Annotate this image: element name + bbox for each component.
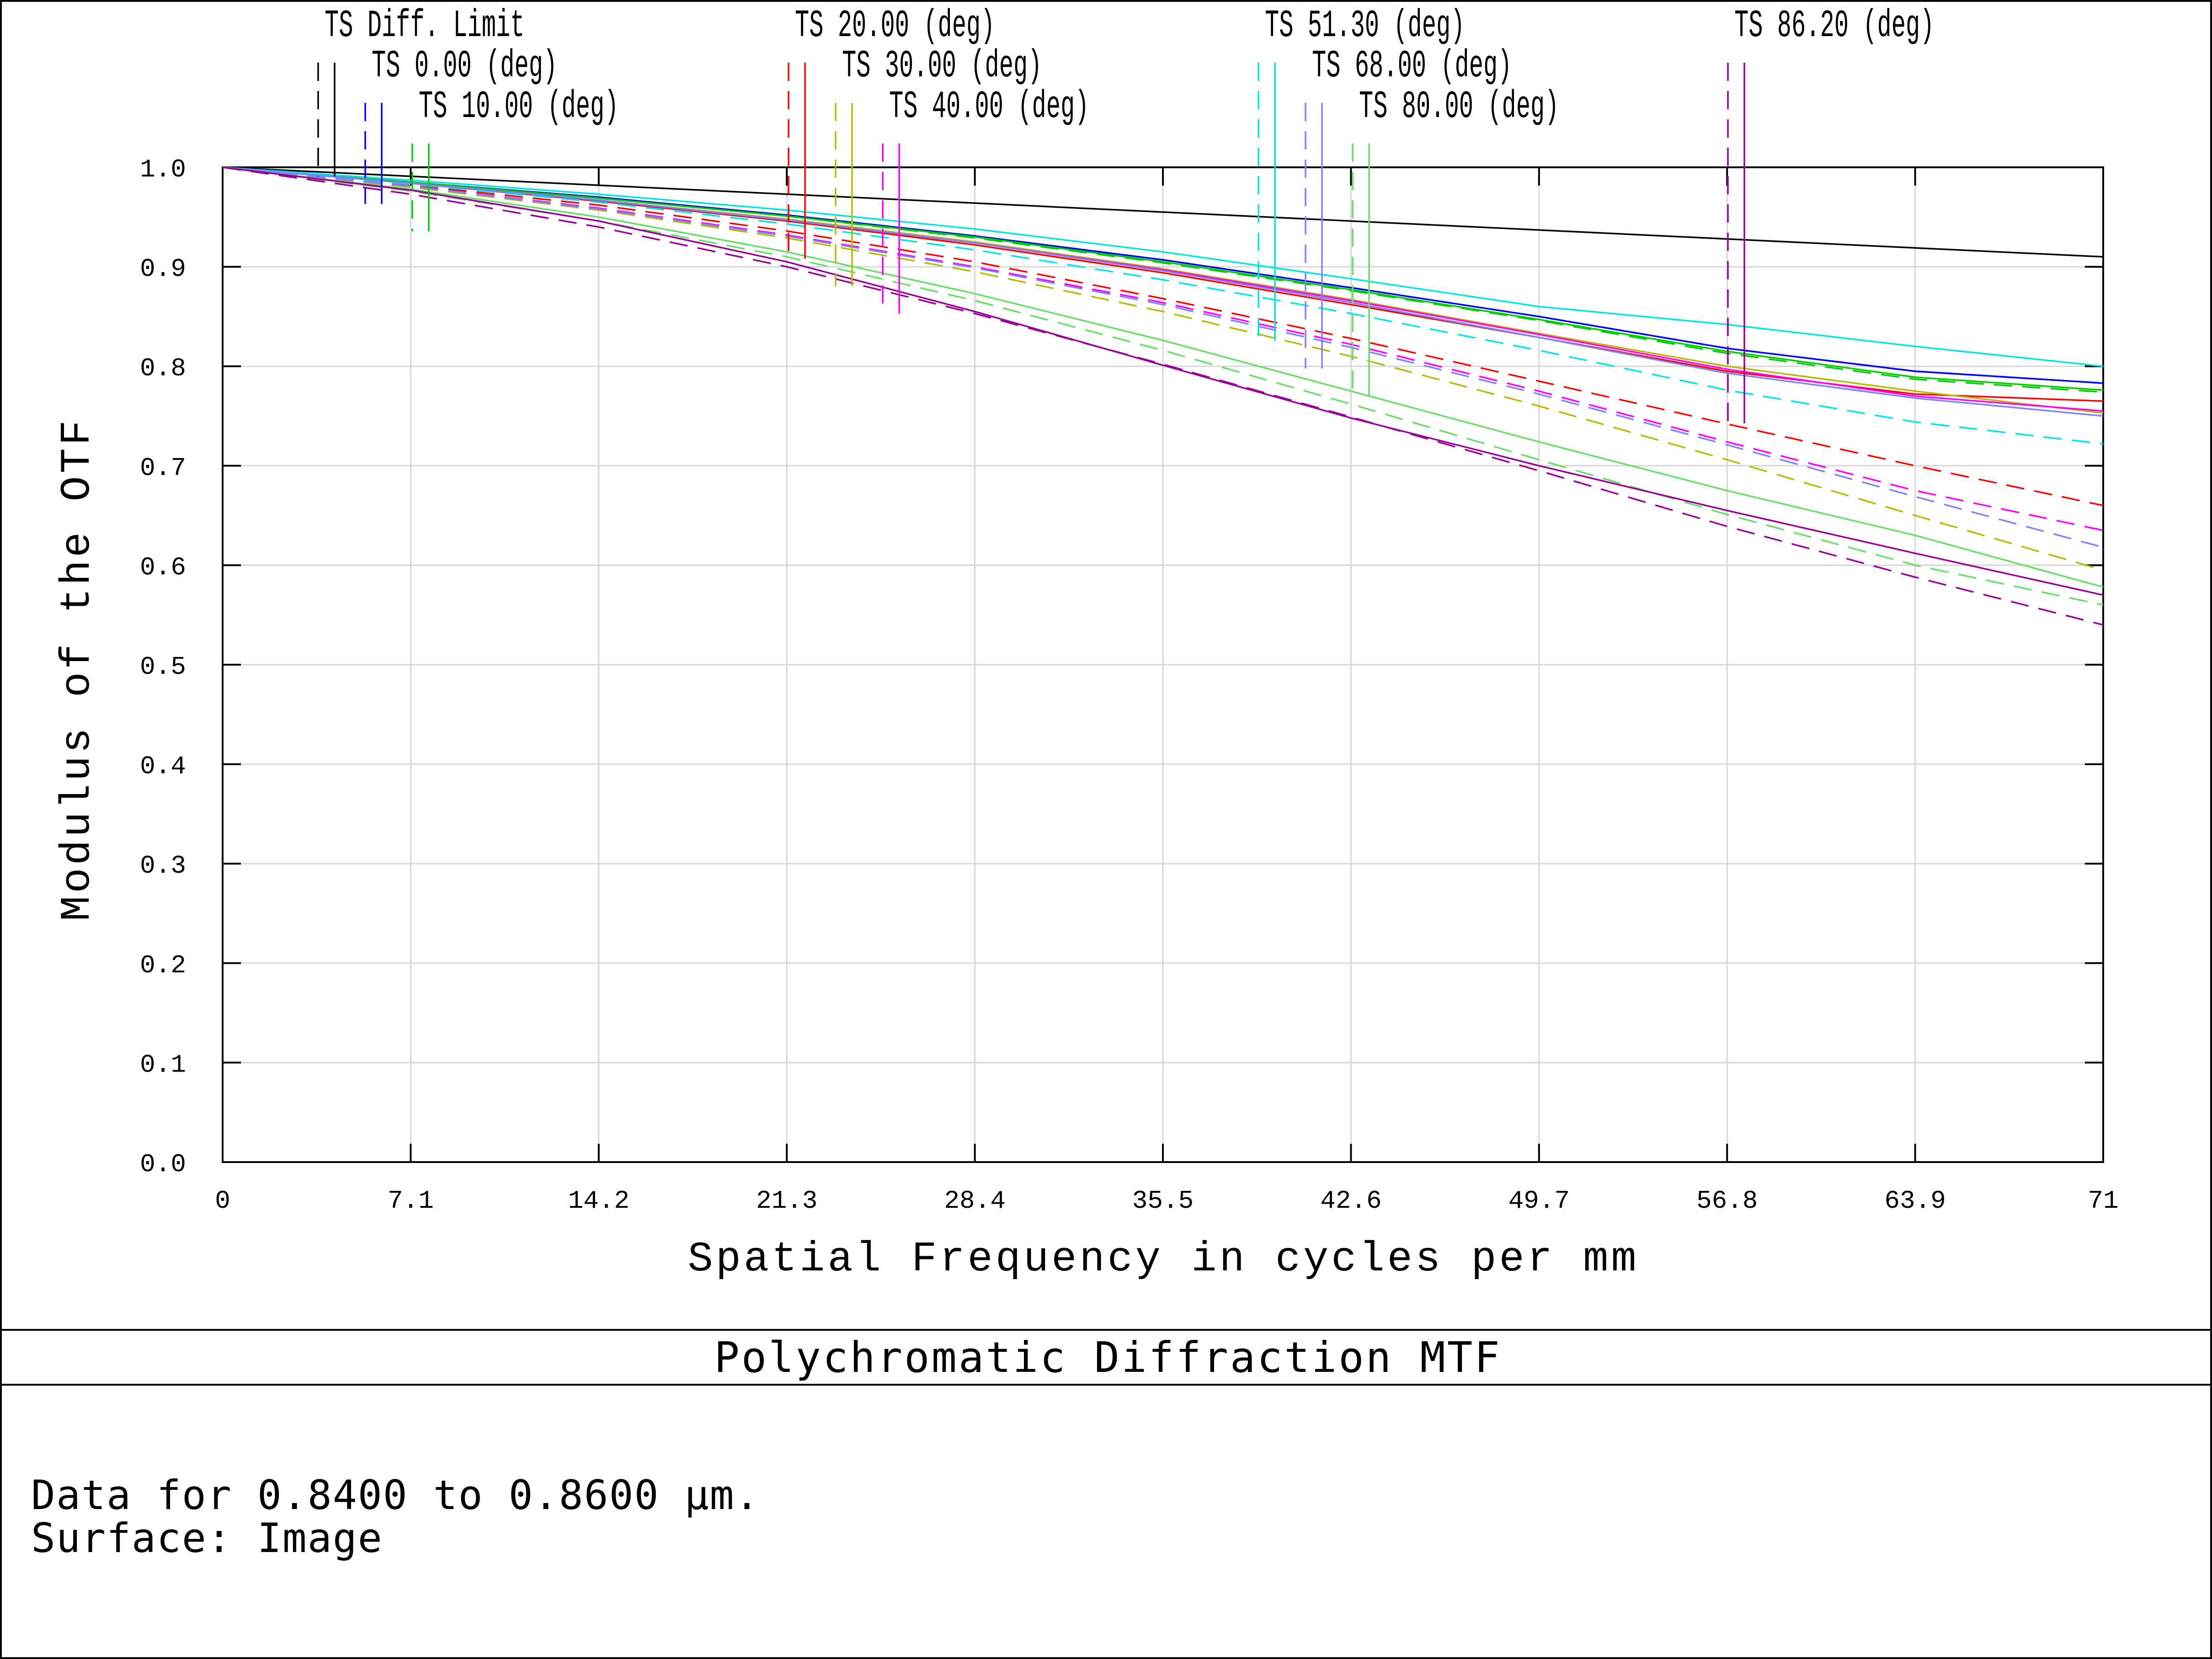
x-tick-label: 56.8 [1696,1186,1758,1216]
x-tick-label: 71 [2088,1186,2118,1216]
legend-label: TS 0.00 (deg) [372,44,557,88]
y-tick-label: 0.4 [140,752,186,781]
series-ts-80-00-deg-tangential [222,166,2104,588]
series-ts-10-00-deg-sagittal [222,166,2104,393]
y-tick-label: 0.1 [140,1050,186,1079]
series-ts-86-20-deg-sagittal [222,166,2104,626]
x-tick-label: 21.3 [756,1186,817,1216]
series-ts-30-00-deg-sagittal [222,166,2104,571]
series-ts-86-20-deg-tangential [222,166,2104,596]
legend-label: TS 51.30 (deg) [1265,4,1465,48]
x-axis-label: Spatial Frequency in cycles per mm [688,1235,1639,1283]
legend-label: TS 20.00 (deg) [795,4,995,48]
y-tick-label: 0.5 [140,652,186,682]
x-tick-label: 14.2 [568,1186,629,1216]
axes: 0 7.1 14.2 21.3 28.4 35.5 42.6 49.7 56.8 63.9 71 0.… [140,155,2118,1216]
series-ts-68-00-deg-sagittal [222,166,2104,548]
legend-label: TS 10.00 (deg) [419,85,618,128]
x-tick-label: 35.5 [1132,1186,1194,1216]
x-tick-label: 49.7 [1508,1186,1570,1216]
legend-label: TS Diff. Limit [325,4,524,48]
legend-label: TS 80.00 (deg) [1359,85,1559,128]
x-tick-label: 7.1 [388,1186,434,1216]
y-tick-label: 0.0 [140,1150,186,1179]
y-tick-label: 0.6 [140,553,186,582]
mtf-chart: 0 7.1 14.2 21.3 28.4 35.5 42.6 49.7 56.8 63.9 71 0.… [53,4,2119,1283]
x-tick-label: 28.4 [944,1186,1005,1216]
legend-label: TS 86.20 (deg) [1734,4,1934,48]
title-divider-bottom [2,1384,2212,1386]
x-tick-label: 42.6 [1320,1186,1381,1216]
y-tick-label: 0.9 [140,255,186,284]
wavelength-info: Data for 0.8400 to 0.8600 µm. [31,1472,760,1519]
plot-title: Polychromatic Diffraction MTF [714,1333,1502,1382]
series-ts-51-30-deg-tangential [222,166,2104,367]
title-divider-top [2,1329,2212,1331]
series-ts-diff-limit-solid [222,166,2104,258]
legend-label: TS 40.00 (deg) [889,85,1089,128]
y-tick-label: 0.2 [140,951,186,980]
series-ts-20-00-deg-sagittal [222,166,2104,507]
series-ts-51-30-deg-sagittal [222,166,2104,445]
legend-label: TS 68.00 (deg) [1312,44,1512,88]
info-panel: Data for 0.8400 to 0.8600 µm. Surface: I… [31,1474,760,1560]
x-tick-label: 0 [215,1186,230,1216]
y-tick-label: 0.3 [140,851,186,880]
x-tick-label: 63.9 [1884,1186,1945,1216]
y-tick-label: 1.0 [140,155,186,184]
y-tick-label: 0.8 [140,354,186,383]
y-axis-label: Modulus of the OTF [53,417,101,921]
grid [223,167,2103,1162]
legend-label: TS 30.00 (deg) [842,44,1042,88]
surface-info: Surface: Image [31,1515,383,1562]
series-lines [222,166,2104,626]
plot-frame [222,166,2104,1163]
series-ts-68-00-deg-tangential [222,166,2104,417]
y-tick-label: 0.7 [140,453,186,483]
